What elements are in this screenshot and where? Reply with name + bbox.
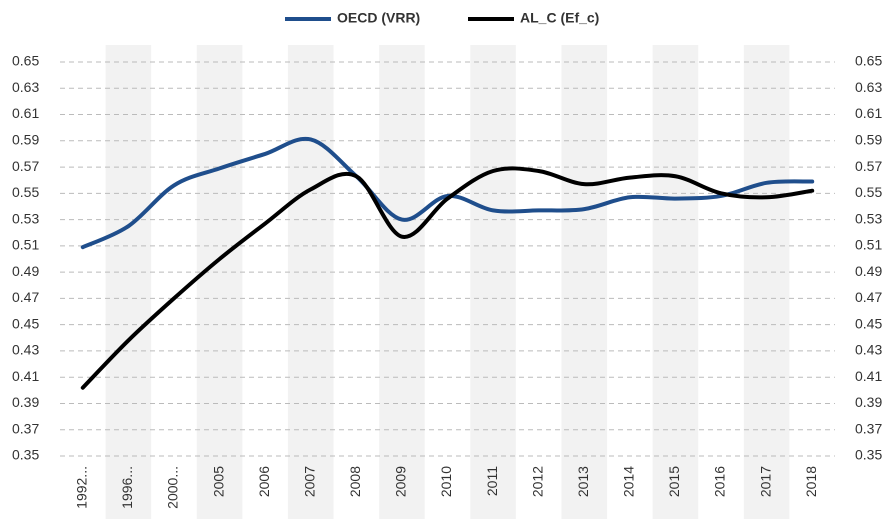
y2-tick-label: 0.35 (855, 447, 882, 463)
y-tick-label: 0.65 (12, 53, 39, 69)
y2-tick-label: 0.51 (855, 237, 882, 253)
legend-label: OECD (VRR) (337, 10, 420, 26)
y2-tick-label: 0.41 (855, 368, 882, 384)
x-tick-label: 2000... (165, 466, 181, 509)
x-tick-label: 2011 (484, 466, 500, 496)
y2-tick-label: 0.43 (855, 342, 882, 358)
category-band (105, 45, 152, 519)
x-tick-label: 2009 (393, 466, 409, 497)
x-tick-label: 2007 (301, 466, 317, 497)
y-tick-label: 0.57 (12, 158, 39, 174)
series-line (80, 166, 815, 390)
y-tick-label: 0.45 (12, 315, 39, 331)
category-band (561, 45, 608, 519)
x-tick-label: 2012 (529, 466, 545, 497)
x-tick-label: 2016 (712, 466, 728, 497)
y2-tick-label: 0.57 (855, 158, 882, 174)
y2-tick-label: 0.47 (855, 289, 882, 305)
x-tick-label: 2017 (757, 466, 773, 497)
y2-tick-label: 0.55 (855, 184, 882, 200)
y-tick-label: 0.61 (12, 105, 39, 121)
category-band (743, 45, 790, 519)
y-tick-label: 0.39 (12, 394, 39, 410)
x-tick-label: 2013 (575, 466, 591, 497)
y-tick-label: 0.49 (12, 263, 39, 279)
x-tick-label: 2008 (347, 466, 363, 497)
y2-tick-label: 0.53 (855, 210, 882, 226)
y2-tick-label: 0.63 (855, 79, 882, 95)
y-tick-label: 0.35 (12, 447, 39, 463)
x-tick-label: 2015 (666, 466, 682, 497)
y2-tick-label: 0.61 (855, 105, 882, 121)
x-tick-label: 2006 (256, 466, 272, 497)
y2-tick-label: 0.39 (855, 394, 882, 410)
x-tick-label: 1996... (119, 466, 135, 509)
y-tick-label: 0.47 (12, 289, 39, 305)
category-band (287, 45, 334, 519)
category-band (196, 45, 243, 519)
y-tick-label: 0.63 (12, 79, 39, 95)
y-tick-label: 0.37 (12, 420, 39, 436)
y2-tick-label: 0.65 (855, 53, 882, 69)
category-band (470, 45, 516, 519)
y-tick-label: 0.51 (12, 237, 39, 253)
x-tick-label: 1992... (73, 466, 89, 509)
category-band (379, 45, 425, 519)
y2-tick-label: 0.59 (855, 132, 882, 148)
x-tick-label: 2014 (621, 466, 637, 497)
series-line (80, 136, 815, 250)
x-tick-label: 2018 (803, 466, 819, 497)
legend-label: AL_C (Ef_c) (520, 10, 599, 26)
y-tick-label: 0.41 (12, 368, 39, 384)
x-tick-label: 2005 (210, 466, 226, 497)
y-tick-label: 0.59 (12, 132, 39, 148)
y-tick-label: 0.43 (12, 342, 39, 358)
y2-tick-label: 0.45 (855, 315, 882, 331)
y-tick-label: 0.55 (12, 184, 39, 200)
y-tick-label: 0.53 (12, 210, 39, 226)
y2-tick-label: 0.37 (855, 420, 882, 436)
y2-tick-label: 0.49 (855, 263, 882, 279)
category-band (652, 45, 699, 519)
x-tick-label: 2010 (438, 466, 454, 497)
